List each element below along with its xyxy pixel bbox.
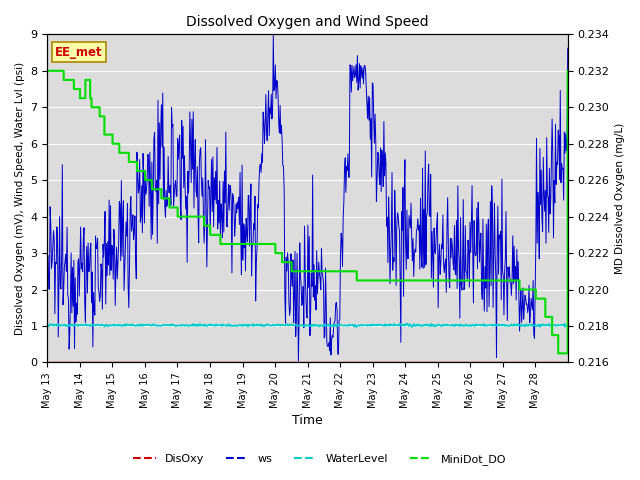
- Text: EE_met: EE_met: [55, 46, 103, 59]
- X-axis label: Time: Time: [292, 414, 323, 427]
- Title: Dissolved Oxygen and Wind Speed: Dissolved Oxygen and Wind Speed: [186, 15, 429, 29]
- Y-axis label: MD Dissolved Oxygen (mg/L): MD Dissolved Oxygen (mg/L): [615, 123, 625, 274]
- Legend: DisOxy, ws, WaterLevel, MiniDot_DO: DisOxy, ws, WaterLevel, MiniDot_DO: [129, 450, 511, 469]
- Y-axis label: Dissolved Oxygen (mV), Wind Speed, Water Lvl (psi): Dissolved Oxygen (mV), Wind Speed, Water…: [15, 62, 25, 335]
